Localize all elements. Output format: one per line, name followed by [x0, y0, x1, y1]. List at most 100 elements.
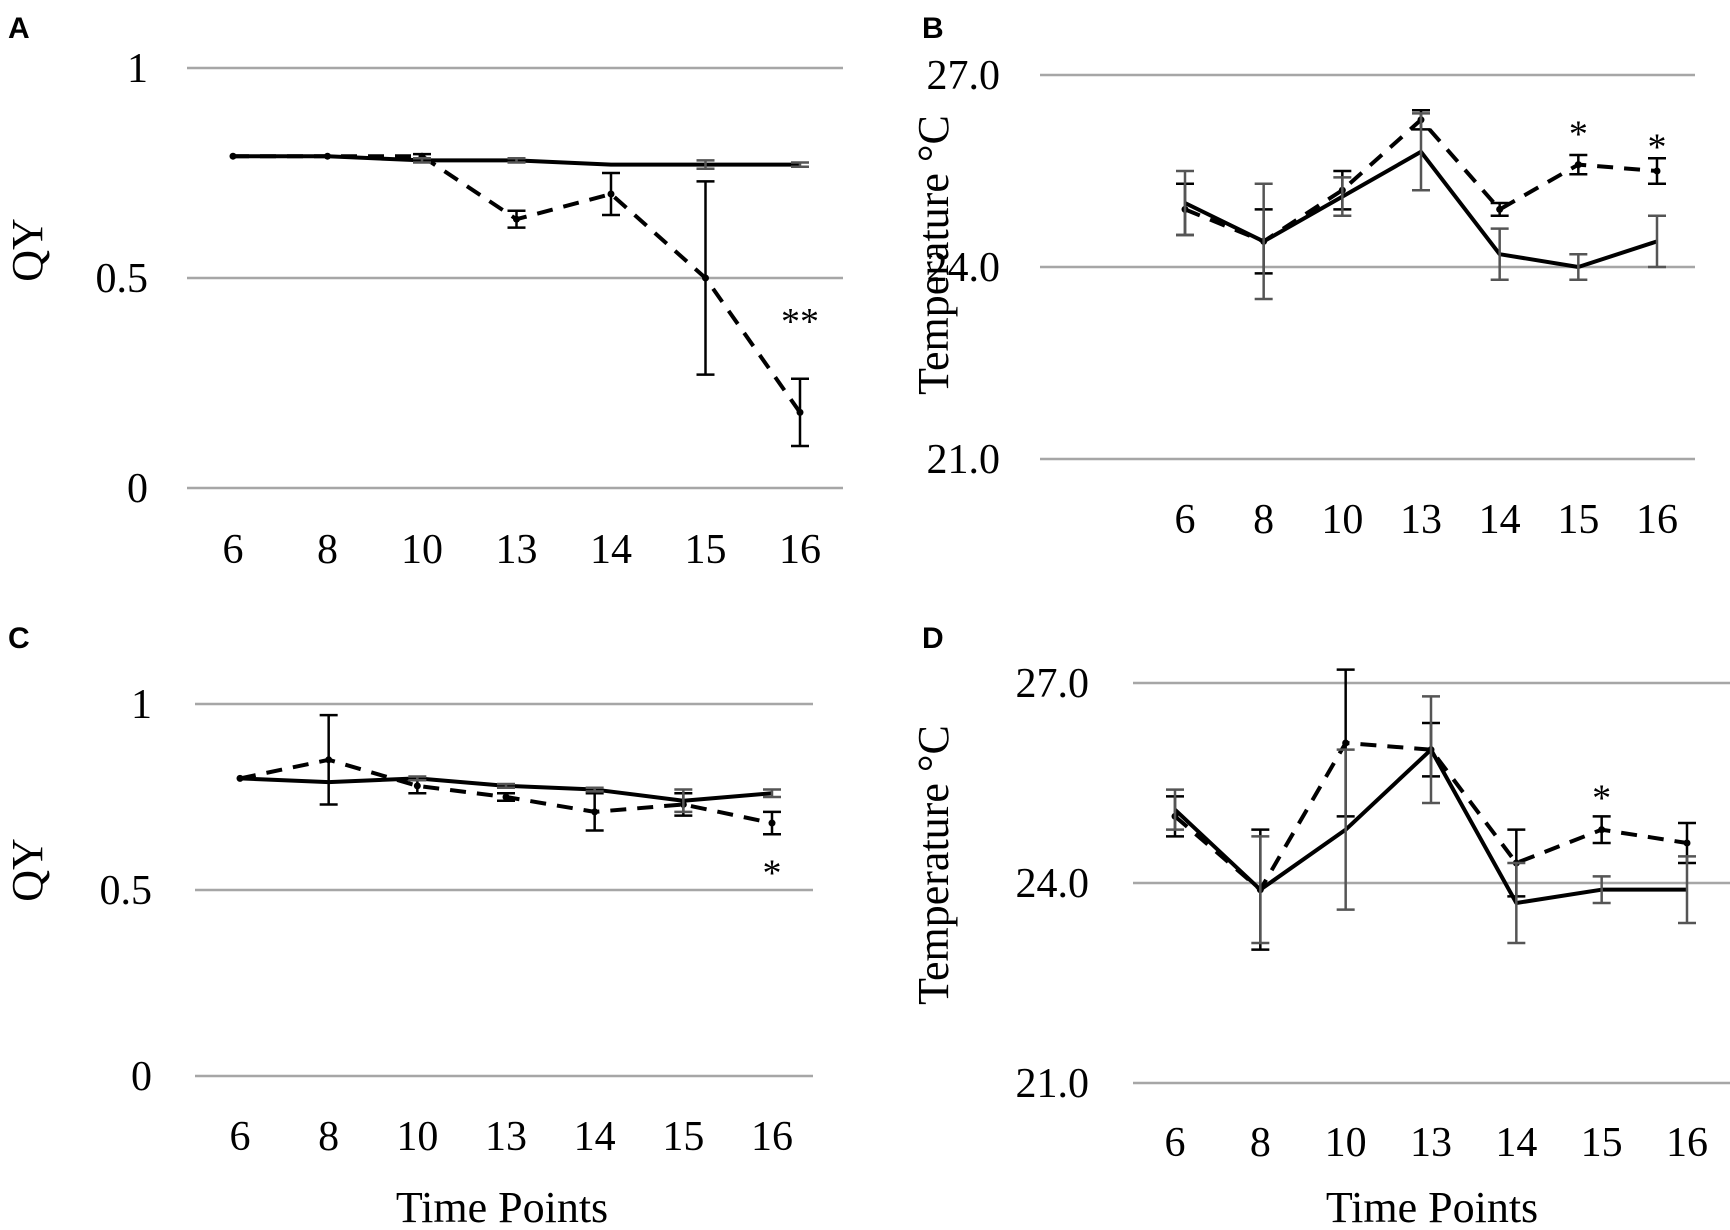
panel-c-significance-marker: *	[763, 852, 782, 894]
panel-b-xtick: 10	[1321, 497, 1363, 543]
panel-c-dashed-point	[768, 819, 776, 827]
panel-b-xtick: 14	[1479, 497, 1521, 543]
panel-b-solid-error-bar	[1333, 176, 1352, 218]
panel-d-solid-error-bar	[1336, 748, 1355, 911]
panel-d-dashed-point	[1342, 739, 1350, 747]
panel-b-solid-error-bar	[1569, 252, 1588, 282]
panel-d-solid-error-bar	[1678, 855, 1696, 925]
panel-a-dashed-series-line	[233, 154, 802, 414]
panel-d-solid-error-bar	[1251, 835, 1270, 945]
panel-b-solid-error-bar	[1176, 169, 1194, 237]
panel-c-ylabel: QY	[3, 838, 52, 902]
panel-a-solid-error-bar	[507, 157, 526, 164]
panel-d-xtick: 10	[1325, 1120, 1367, 1166]
panel-c-dashed-point	[502, 793, 510, 801]
panel-d-ytick: 21.0	[1016, 1061, 1090, 1107]
panel-c-xtick: 8	[318, 1114, 339, 1160]
panel-c-xtick: 10	[396, 1114, 438, 1160]
panel-b-significance-marker: *	[1569, 114, 1588, 156]
panel-a-letter: A	[8, 12, 30, 45]
panel-b-xtick: 6	[1175, 497, 1196, 543]
panel-c-xtick: 14	[574, 1114, 616, 1160]
panel-a-xtick: 13	[496, 527, 538, 573]
panel-c-xtick: 15	[662, 1114, 704, 1160]
panel-c-dashed-point	[591, 808, 599, 816]
panel-c-xtick: 13	[485, 1114, 527, 1160]
panel-d-ytick: 24.0	[1016, 861, 1090, 907]
panel-a-xtick: 8	[317, 527, 338, 573]
panel-b-significance-marker: *	[1648, 126, 1667, 168]
panel-d-dashed-point	[1598, 826, 1606, 834]
panel-a-xtick: 16	[779, 527, 821, 573]
panel-d-xtick: 15	[1581, 1120, 1623, 1166]
panel-b-ytick: 21.0	[927, 437, 1001, 483]
panel-a-solid-error-bar	[696, 159, 715, 171]
panel-b-solid-error-bar	[1490, 227, 1509, 282]
panel-d-ylabel: Temperature °C	[909, 725, 958, 1005]
panel-a: A QY 00.516 8 10 13 14 15 16**	[3, 12, 843, 573]
panel-c-solid-error-bar	[497, 782, 515, 789]
panel-a-xtick: 6	[223, 527, 244, 573]
panel-a-ytick: 0.5	[96, 256, 149, 302]
panel-d-xtick: 8	[1250, 1120, 1271, 1166]
panel-d: D Temperature °C Time Points 21.0 24.0 27.…	[909, 622, 1730, 1230]
panel-d-solid-error-bar	[1166, 788, 1184, 831]
panel-b-ylabel: Temperature °C	[909, 115, 958, 395]
panel-d-solid-error-bar	[1507, 861, 1526, 945]
panel-c-solid-error-bar	[763, 788, 781, 799]
panel-d-xtick: 6	[1165, 1120, 1186, 1166]
panel-a-solid-error-bar	[791, 161, 809, 168]
panel-c-ytick: 0	[131, 1054, 152, 1100]
panel-c-ytick: 0.5	[100, 868, 153, 914]
panel-b-letter: B	[922, 12, 944, 45]
panel-b-solid-error-bar	[1412, 112, 1430, 192]
panel-c: C QY Time Points 00.516 8 10 13 14 15 16*	[3, 622, 813, 1230]
panel-d-significance-marker: *	[1592, 777, 1611, 819]
panel-b-dashed-point	[1653, 167, 1661, 175]
panel-d-solid-error-bar	[1422, 695, 1440, 805]
panel-c-solid-error-bar	[408, 775, 427, 782]
panel-a-dashed-point	[702, 274, 709, 282]
panel-c-dashed-point	[325, 756, 333, 764]
panel-d-solid-error-bar	[1592, 875, 1611, 905]
panel-c-dashed-series-line	[239, 757, 773, 825]
panel-b-ytick: 27.0	[927, 53, 1001, 99]
panel-d-xtick: 14	[1495, 1120, 1537, 1166]
panel-a-dashed-point	[607, 190, 615, 198]
panel-c-dashed-point	[413, 782, 421, 790]
panel-d-letter: D	[922, 622, 944, 655]
panel-c-xtick: 6	[230, 1114, 251, 1160]
panel-b-xtick: 15	[1557, 497, 1599, 543]
panel-a-xtick: 14	[590, 527, 632, 573]
panel-d-dashed-point	[1683, 839, 1691, 847]
panel-a-ytick: 1	[127, 46, 148, 92]
panel-a-xtick: 10	[401, 527, 443, 573]
panel-a-xtick: 15	[685, 527, 727, 573]
panel-b-solid-error-bar	[1648, 214, 1666, 269]
panel-a-dashed-point	[513, 215, 520, 223]
panel-d-xtick: 16	[1666, 1120, 1708, 1166]
panel-a-ylabel: QY	[3, 218, 52, 282]
panel-b: B Temperature °C 21.0 24.0 27.0 6 8 10 13 14 15 1…	[909, 12, 1695, 543]
panel-d-xtick: 13	[1410, 1120, 1452, 1166]
panel-b-xtick: 13	[1400, 497, 1442, 543]
panel-d-ytick: 27.0	[1016, 661, 1090, 707]
panel-a-solid-error-bar	[413, 157, 431, 164]
panel-b-ytick: 24.0	[927, 245, 1001, 291]
panel-a-ytick: 0	[127, 466, 148, 512]
panel-b-dashed-point	[1496, 205, 1504, 213]
panel-b-dashed-point	[1574, 161, 1582, 169]
panel-c-xlabel: Time Points	[396, 1183, 608, 1230]
panel-a-dashed-point	[796, 408, 804, 416]
panel-c-xtick: 16	[751, 1114, 793, 1160]
panel-c-solid-error-bar	[674, 788, 693, 814]
panel-c-solid-error-bar	[585, 786, 604, 793]
panel-b-xtick: 16	[1636, 497, 1678, 543]
panel-c-ytick: 1	[131, 682, 152, 728]
panel-d-xlabel: Time Points	[1326, 1183, 1538, 1230]
panel-c-letter: C	[8, 622, 30, 655]
panel-b-xtick: 8	[1253, 497, 1274, 543]
panel-a-significance-marker: **	[781, 301, 819, 343]
panel-b-solid-error-bar	[1254, 182, 1273, 301]
